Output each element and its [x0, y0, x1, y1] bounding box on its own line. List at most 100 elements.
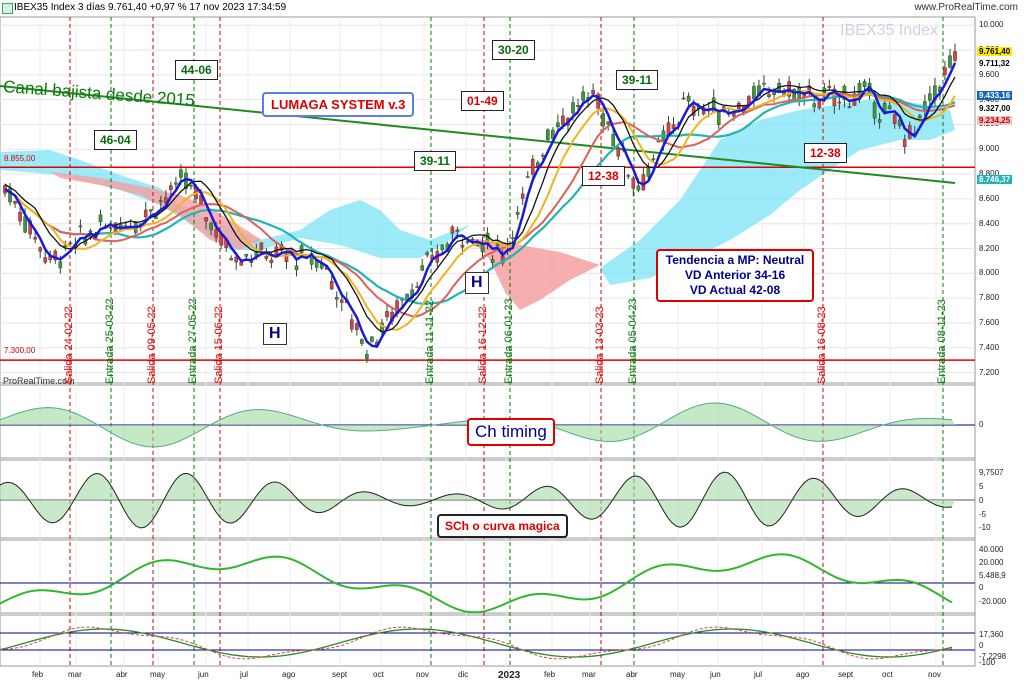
sch-tick-label: -5	[979, 510, 987, 519]
candle-body	[68, 242, 73, 245]
level-label-high: 8.855,00	[4, 154, 36, 163]
candle-body	[78, 225, 83, 228]
candle-body	[606, 121, 610, 125]
candle-body	[847, 106, 852, 109]
candle-body	[179, 169, 183, 178]
candle-body	[355, 323, 359, 331]
x-tick-label: 2023	[498, 670, 521, 681]
signal-label-8: Salida 13-03-23	[594, 306, 606, 384]
sch-tick-label: 5	[979, 482, 984, 491]
trend-box: Tendencia a MP: Neutral VD Anterior 34-1…	[656, 249, 814, 302]
candle-body	[752, 86, 756, 100]
channel-line	[0, 85, 956, 184]
candle-body	[877, 119, 882, 123]
trend-line-3: VD Actual 42-08	[689, 283, 781, 297]
p4-tick-label: -20.000	[979, 597, 1007, 606]
price-tick-label: 7.200	[979, 367, 1000, 377]
ma-black-line	[4, 76, 956, 333]
signal-box-12-38b: 12-38	[804, 143, 847, 163]
p4-tick-label: 5.488,9	[979, 571, 1006, 580]
cloud-blue-2	[600, 98, 955, 285]
x-tick-label: nov	[928, 670, 941, 679]
p5-signal-line	[0, 626, 953, 660]
x-tick-label: jul	[240, 670, 249, 679]
x-tick-label: abr	[626, 670, 638, 679]
candle-body	[862, 81, 867, 87]
chart-header-title: IBEX35 Index 3 días 9.761,40 +0,97 % 17 …	[14, 2, 287, 13]
candle-body	[902, 139, 907, 147]
p5-tick-label: -100	[979, 658, 996, 667]
candle-body	[23, 216, 27, 233]
candle-body	[204, 217, 208, 222]
candle-body	[350, 319, 354, 330]
candle-body	[420, 265, 424, 271]
candle-body	[465, 241, 470, 243]
x-tick-label: jun	[198, 670, 209, 679]
candle-body	[616, 147, 621, 157]
candle-body	[626, 175, 631, 177]
candle-body	[53, 250, 58, 261]
price-tick-label: 7.600	[979, 317, 1000, 327]
x-tick-label: sept	[332, 670, 348, 679]
candle-body	[43, 257, 48, 263]
lumaga-label: LUMAGA SYSTEM v.3	[262, 92, 415, 117]
prorealtime-label: ProRealTime.com	[3, 376, 75, 386]
price-tag: 9.327,00	[977, 104, 1013, 113]
candle-body	[943, 67, 947, 75]
level-label-low: 7.300,00	[4, 346, 36, 355]
signal-label-11: Entrada 08-11-23	[936, 299, 948, 384]
candle-body	[716, 110, 721, 125]
candle-body	[686, 95, 691, 102]
candle-body	[536, 162, 540, 167]
x-tick-label: oct	[373, 670, 384, 679]
candle-body	[571, 102, 575, 114]
candle-body	[817, 100, 822, 108]
candle-body	[284, 253, 289, 263]
signal-box-01-49: 01-49	[461, 91, 504, 111]
ma-salmon-line	[4, 91, 956, 318]
trend-line-2: VD Anterior 34-16	[684, 268, 786, 282]
candle-body	[339, 299, 344, 303]
x-tick-label: jul	[754, 670, 763, 679]
signal-label-4: Salida 15-06-22	[213, 306, 225, 384]
candle-body	[887, 105, 892, 110]
p4-line	[0, 553, 953, 614]
candle-body	[827, 86, 832, 88]
ch-timing-label: Ch timing	[467, 418, 555, 446]
candle-body	[872, 102, 877, 119]
price-tag: 8.746,37	[977, 175, 1013, 184]
candle-body	[556, 122, 560, 128]
price-tick-label: 8.600	[979, 193, 1000, 203]
ma-blue-line	[4, 62, 957, 348]
candle-body	[33, 237, 37, 240]
x-tick-label: sept	[838, 670, 854, 679]
price-tick-label: 7.400	[979, 342, 1000, 352]
x-tick-label: jun	[710, 670, 721, 679]
site-link[interactable]: www.ProRealTime.com	[914, 2, 1018, 13]
candle-body	[953, 51, 957, 61]
x-tick-label: mar	[68, 670, 82, 679]
candle-body	[772, 92, 776, 95]
price-tick-label: 7.800	[979, 293, 1000, 303]
candle-body	[164, 197, 168, 204]
candle-body	[948, 55, 952, 68]
candle-body	[415, 286, 419, 288]
signal-box-39-11a: 39-11	[414, 151, 457, 171]
chart-logo-icon	[2, 3, 13, 14]
candle-body	[108, 227, 113, 229]
x-tick-label: feb	[32, 670, 44, 679]
x-tick-label: ago	[282, 670, 296, 679]
sch-tick-label: 0	[979, 496, 984, 505]
candle-body	[329, 280, 334, 290]
candle-body	[681, 97, 686, 100]
candle-body	[189, 185, 193, 187]
candle-body	[455, 229, 460, 232]
candle-body	[631, 177, 636, 189]
x-tick-label: abr	[116, 670, 128, 679]
cloud-blue-1	[0, 150, 470, 258]
candle-body	[425, 252, 430, 256]
signal-label-2: Salida 09-05-22	[146, 306, 158, 384]
candle-body	[762, 82, 766, 85]
sch-curve-line	[0, 471, 953, 529]
price-tick-label: 8.800	[979, 169, 1000, 179]
